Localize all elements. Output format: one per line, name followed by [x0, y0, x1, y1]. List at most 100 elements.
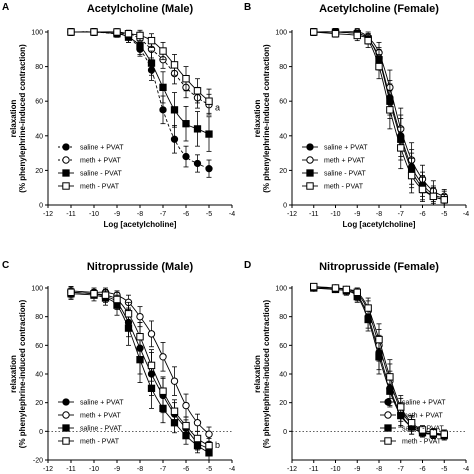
panel-letter: D — [244, 260, 251, 271]
data-point — [407, 419, 416, 427]
y-tick-label: 20 — [279, 168, 287, 175]
annotation-letter: b — [215, 440, 220, 450]
annotation-letter: a — [215, 103, 220, 113]
data-point — [124, 324, 133, 332]
data-point — [170, 407, 179, 415]
panel-letter: A — [2, 2, 9, 13]
y-tick-label: 100 — [275, 286, 287, 293]
data-point — [136, 42, 144, 50]
data-point — [440, 196, 448, 204]
legend-entry: meth - PVAT — [402, 439, 442, 446]
data-point — [136, 312, 144, 321]
x-tick-label: -8 — [376, 466, 382, 473]
legend: saline + PVAT meth + PVAT saline - PVAT met… — [302, 143, 368, 191]
legend-marker — [306, 156, 314, 164]
y-tick-label: 40 — [279, 372, 287, 379]
y-tick-label: 40 — [35, 133, 43, 140]
data-point — [67, 28, 75, 36]
panel-d: D Nitroprusside (Female) 0 20 40 60 80 100 -12 -1… — [244, 260, 469, 473]
y-axis-label-line1: relaxation — [9, 99, 18, 137]
x-tick-label: -4 — [229, 211, 235, 218]
data-point — [147, 384, 156, 392]
data-point — [193, 159, 202, 168]
y-axis-label-line2: (% phenylephrine-induced contraction) — [18, 299, 27, 448]
x-tick-label: -6 — [183, 466, 189, 473]
legend-marker — [62, 424, 70, 432]
x-tick-label: -12 — [43, 211, 53, 218]
legend: saline + PVAT meth + PVAT saline - PVAT met… — [58, 143, 124, 191]
y-tick-label: 0 — [39, 203, 43, 210]
x-tick-label: -4 — [229, 466, 235, 473]
y-tick-label: 0 — [283, 203, 287, 210]
legend-entry: meth - PVAT — [80, 184, 120, 191]
data-point — [147, 361, 156, 370]
data-point — [147, 36, 156, 45]
data-point — [159, 387, 167, 395]
x-tick-label: -9 — [354, 211, 360, 218]
data-point — [353, 31, 361, 40]
data-point — [407, 171, 416, 180]
data-point — [124, 30, 133, 38]
data-point — [397, 403, 405, 411]
data-point — [310, 282, 318, 291]
legend-entry: meth - PVAT — [80, 439, 120, 446]
y-axis-label-line2: (% phenylephrine-induced contraction) — [262, 299, 271, 448]
x-tick-label: -5 — [441, 466, 447, 473]
legend-marker — [384, 424, 392, 432]
legend-marker — [306, 143, 314, 151]
legend-entry: meth - PVAT — [324, 184, 364, 191]
data-point — [101, 291, 110, 299]
data-point — [205, 97, 213, 105]
y-axis-label-line1: relaxation — [253, 355, 262, 393]
data-point — [193, 125, 202, 133]
data-point — [205, 165, 213, 173]
y-tick-label: 20 — [35, 400, 43, 407]
legend-marker — [62, 411, 70, 419]
x-tick-label: -9 — [114, 466, 120, 473]
data-point — [386, 106, 394, 114]
x-tick-label: -5 — [441, 211, 447, 218]
legend-entry: meth + PVAT — [324, 158, 366, 165]
y-axis-label-line2: (% phenylephrine-induced contraction) — [18, 44, 27, 193]
legend-entry: saline + PVAT — [402, 400, 446, 407]
x-tick-label: -12 — [43, 466, 53, 473]
data-point — [159, 83, 167, 92]
y-tick-label: -20 — [33, 458, 43, 465]
panel-title: Acetylcholine (Male) — [87, 3, 194, 15]
data-point — [205, 430, 213, 438]
x-axis-label: Log [acetylcholine] — [343, 220, 416, 229]
legend-entry: saline - PVAT — [80, 171, 122, 178]
x-tick-label: -4 — [463, 211, 469, 218]
y-axis-label-line1: relaxation — [9, 355, 18, 393]
x-tick-label: -10 — [330, 211, 340, 218]
data-point — [170, 61, 179, 69]
y-tick-label: 80 — [279, 64, 287, 71]
legend: saline + PVAT meth + PVAT saline - PVAT met… — [58, 398, 124, 446]
y-tick-label: 80 — [35, 64, 43, 71]
data-point — [170, 106, 179, 114]
x-tick-label: -6 — [419, 211, 425, 218]
data-point — [182, 421, 190, 430]
data-point — [193, 87, 202, 95]
data-point — [182, 75, 190, 83]
data-point — [136, 356, 144, 364]
data-point — [397, 144, 405, 152]
data-point — [182, 152, 190, 161]
x-tick-label: -7 — [398, 211, 404, 218]
y-tick-label: 60 — [279, 343, 287, 350]
data-point — [159, 47, 167, 55]
data-point — [136, 333, 144, 341]
x-tick-label: -9 — [354, 466, 360, 473]
legend-marker — [306, 182, 314, 190]
x-tick-label: -8 — [376, 211, 382, 218]
data-point — [159, 353, 167, 361]
y-tick-label: 40 — [35, 372, 43, 379]
y-tick-label: 100 — [31, 286, 43, 293]
legend-entry: saline - PVAT — [80, 426, 122, 433]
y-tick-label: 80 — [35, 314, 43, 321]
legend-marker — [62, 156, 70, 164]
data-point — [364, 36, 372, 45]
x-tick-label: -11 — [309, 466, 319, 473]
x-tick-label: -7 — [398, 466, 404, 473]
